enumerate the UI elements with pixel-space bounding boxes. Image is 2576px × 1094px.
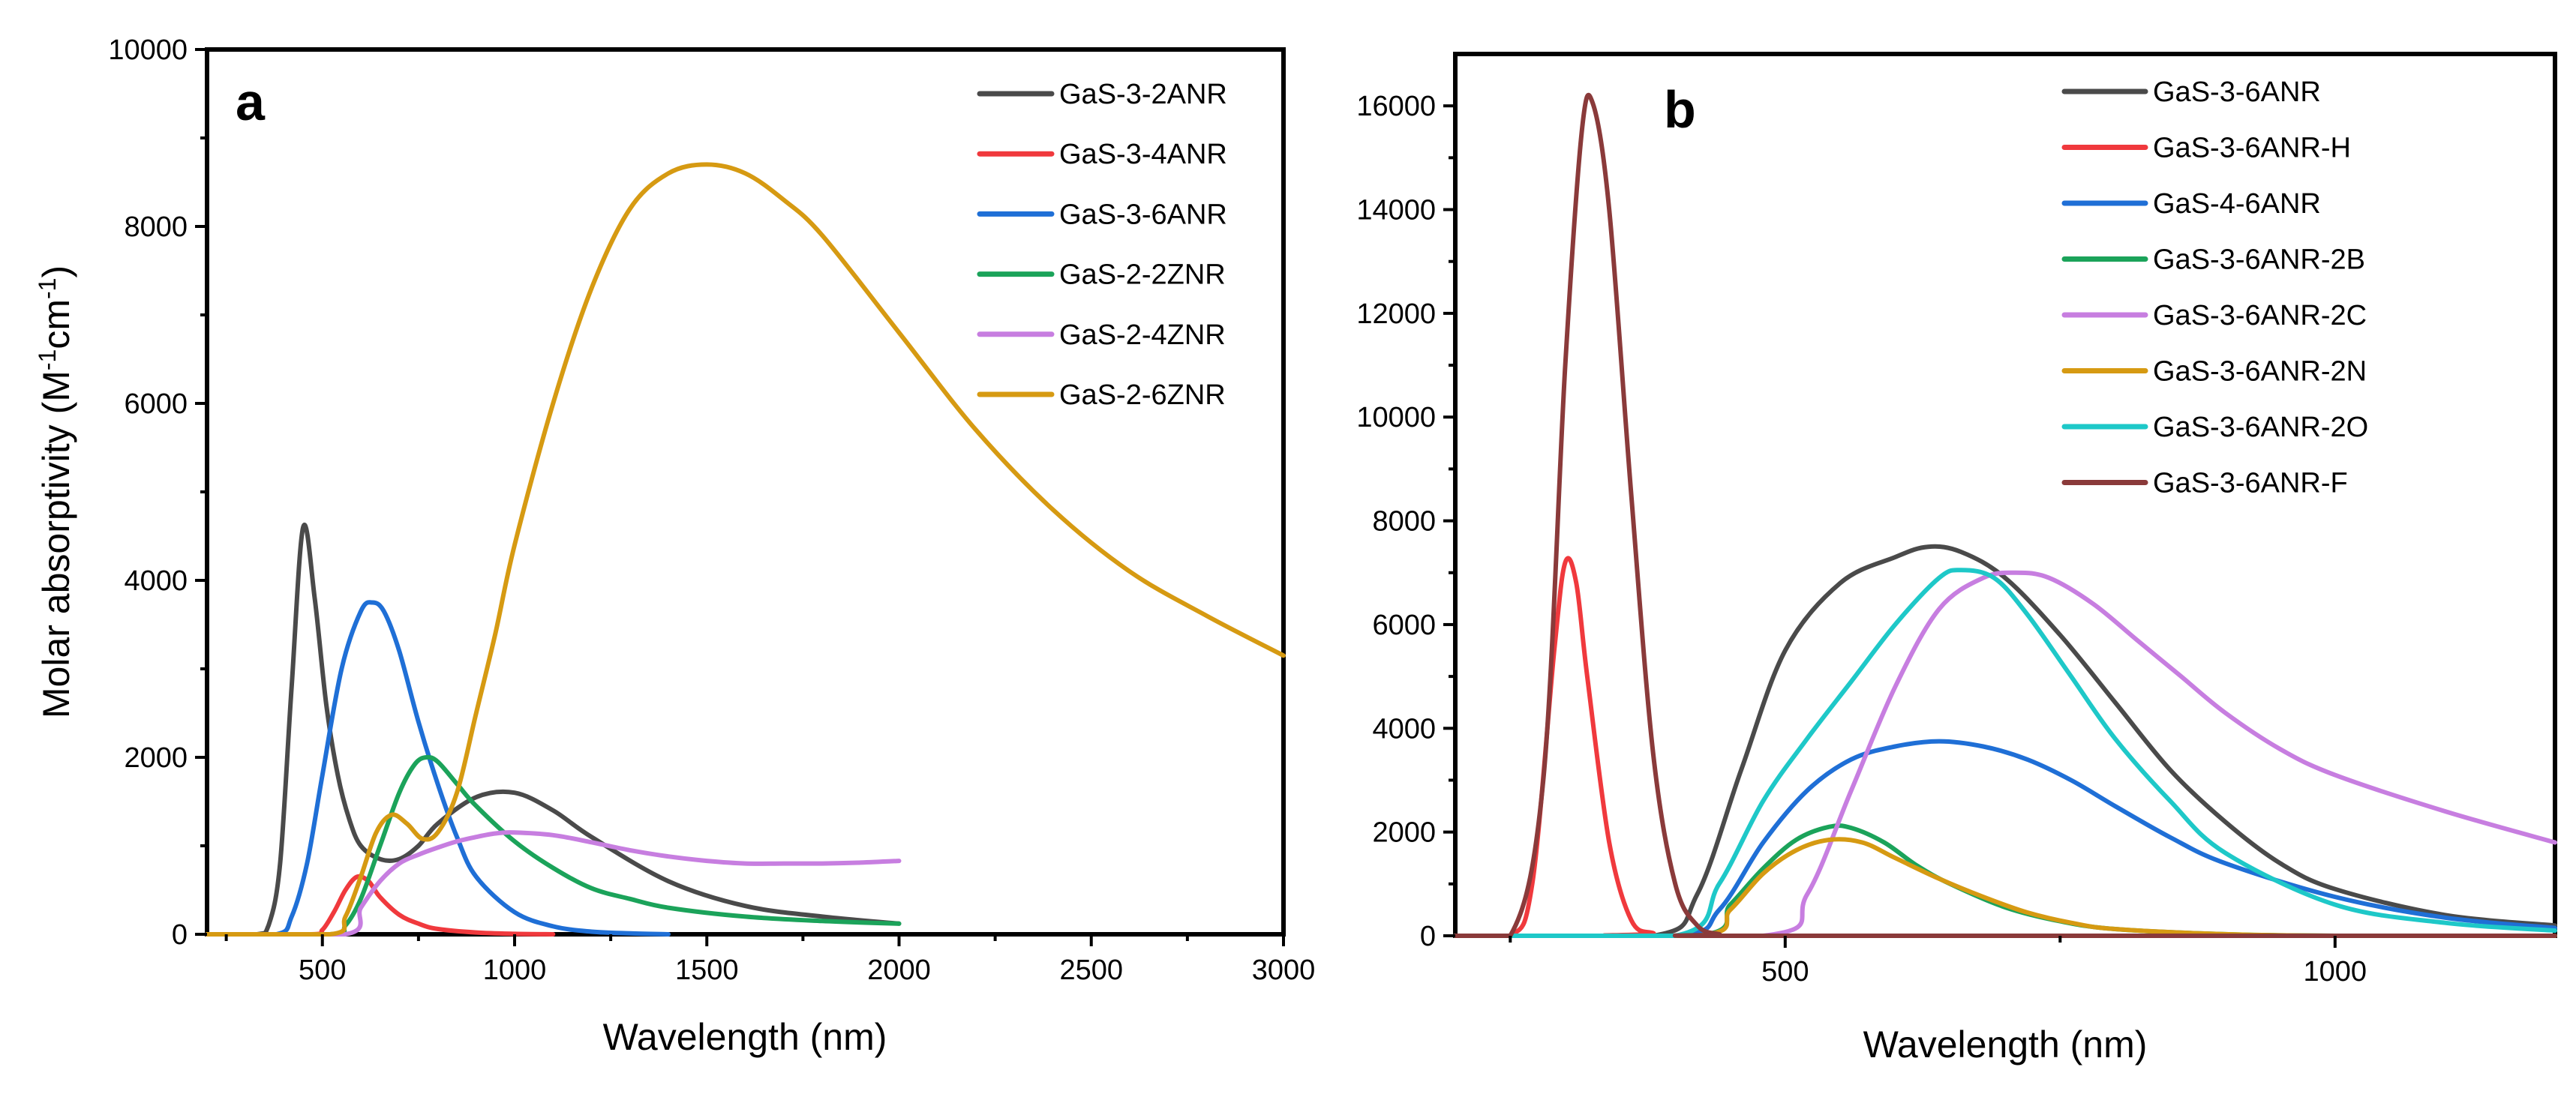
panel-b-series-gas-3-6anr-f [1453, 92, 2557, 939]
panel-a: 500 1000 1500 2000 2500 3000 0 2000 4000 6000 8000… [34, 34, 1315, 1058]
panel-a-y-tick-label: 6000 [124, 388, 188, 420]
panel-b-y-tick-label: 12000 [1356, 298, 1436, 330]
panel-b-y-tick-label: 2000 [1372, 817, 1436, 849]
legend-label: GaS-3-6ANR-2C [2153, 300, 2367, 331]
panel-b-series-gas-3-6anr-2b [1453, 823, 2557, 939]
panel-b-y-tick-label: 6000 [1372, 610, 1436, 641]
panel-a-y-tick-label: 4000 [124, 565, 188, 597]
legend-item: GaS-3-6ANR-2N [2061, 356, 2367, 388]
panel-b-y-tick-label: 10000 [1356, 402, 1436, 433]
panel-b-x-tick-label: 1000 [2304, 956, 2367, 988]
legend-label: GaS-3-6ANR-H [2153, 133, 2351, 164]
legend-label: GaS-3-6ANR [1059, 199, 1227, 230]
legend-item: GaS-3-6ANR-H [2061, 133, 2351, 164]
panel-a-series-group [205, 162, 1286, 937]
panel-a-x-tick-label: 1500 [675, 955, 739, 986]
panel-b-ticks-group: 500 1000020004000600080001000012000140001… [1356, 91, 2367, 988]
legend-item: GaS-3-6ANR-2B [2061, 244, 2365, 276]
panel-a-series-gas-3-6anr [205, 600, 671, 937]
panel-b-y-tick-label: 0 [1420, 921, 1436, 952]
legend-label: GaS-4-6ANR [2153, 188, 2321, 220]
legend-item: GaS-3-6ANR-2O [2061, 412, 2368, 443]
panel-b-series-group [1453, 92, 2557, 939]
panel-a-x-axis-title: Wavelength (nm) [603, 1016, 887, 1058]
panel-b-legend: GaS-3-6ANR GaS-3-6ANR-H GaS-4-6ANR GaS-3-6A… [2061, 76, 2368, 499]
panel-b-x-axis-title: Wavelength (nm) [1863, 1024, 2148, 1066]
panel-b-series-gas-4-6anr [1453, 739, 2557, 939]
legend-item: GaS-2-2ZNR [977, 259, 1226, 291]
panel-a-x-tick-label: 2000 [867, 955, 931, 986]
panel-a-y-tick-label: 0 [172, 919, 188, 951]
panel-b-series-gas-3-6anr-h [1453, 556, 2557, 939]
legend-label: GaS-3-2ANR [1059, 79, 1227, 110]
legend-label: GaS-2-4ZNR [1059, 319, 1226, 351]
panel-a-series-gas-3-2anr [205, 523, 902, 937]
panel-a-x-tick-label: 3000 [1252, 955, 1316, 986]
panel-a-series-gas-3-4anr [205, 874, 556, 937]
legend-item: GaS-3-6ANR [977, 199, 1227, 230]
panel-b-x-tick-label: 500 [1761, 956, 1809, 988]
panel-a-y-axis-title: Molar absorptivity (M-1cm-1) [34, 265, 77, 718]
panel-a-y-tick-label: 10000 [108, 34, 188, 66]
legend-label: GaS-3-4ANR [1059, 139, 1227, 170]
legend-item: GaS-2-4ZNR [977, 319, 1226, 351]
panel-b-y-tick-label: 14000 [1356, 195, 1436, 226]
legend-label: GaS-3-6ANR-2B [2153, 244, 2365, 276]
panel-a-x-tick-label: 2500 [1059, 955, 1123, 986]
y-axis-title-sup2: -1 [34, 278, 61, 299]
y-axis-title-base: Molar absorptivity (M [35, 370, 77, 718]
legend-label: GaS-3-6ANR-F [2153, 468, 2348, 499]
panel-a-x-tick-label: 500 [299, 955, 346, 986]
panel-a-ticks-group: 500 1000 1500 2000 2500 3000 0 2000 4000 6000 8000… [108, 34, 1315, 986]
legend-item: GaS-2-6ZNR [977, 379, 1226, 411]
panel-b-y-tick-label: 8000 [1372, 506, 1436, 538]
panel-b-y-tick-label: 16000 [1356, 91, 1436, 122]
legend-label: GaS-3-6ANR-2N [2153, 356, 2367, 388]
panel-a-label: a [236, 73, 266, 131]
panel-a-legend: GaS-3-2ANR GaS-3-4ANR GaS-3-6ANR GaS-2-2ZNR… [977, 79, 1227, 411]
panel-b-series-gas-3-6anr [1453, 544, 2557, 939]
legend-item: GaS-3-6ANR-2C [2061, 300, 2367, 331]
panel-a-y-tick-label: 2000 [124, 742, 188, 774]
legend-label: GaS-3-6ANR [2153, 76, 2321, 108]
panel-a-series-gas-2-4znr [205, 830, 902, 937]
legend-item: GaS-3-4ANR [977, 139, 1227, 170]
y-axis-title-sup1: -1 [34, 349, 61, 370]
y-axis-title-mid: cm [35, 299, 77, 349]
panel-b-plot-area [1453, 52, 2557, 938]
panel-a-x-tick-label: 1000 [483, 955, 547, 986]
panel-b-series-gas-3-6anr-2o [1453, 568, 2557, 939]
panel-b-label: b [1664, 80, 1696, 139]
panel-a-series-gas-2-6znr [205, 162, 1286, 937]
legend-item: GaS-3-2ANR [977, 79, 1227, 110]
legend-item: GaS-3-6ANR-F [2061, 468, 2348, 499]
panel-b-series-gas-3-6anr-2c [1453, 570, 2557, 939]
panel-b: 500 1000020004000600080001000012000140001… [1356, 52, 2557, 1066]
legend-item: GaS-3-6ANR [2061, 76, 2321, 108]
panel-b-y-tick-label: 4000 [1372, 713, 1436, 745]
legend-item: GaS-4-6ANR [2061, 188, 2321, 220]
legend-label: GaS-3-6ANR-2O [2153, 412, 2368, 443]
panel-a-y-tick-label: 8000 [124, 211, 188, 243]
y-axis-title-end: ) [35, 265, 77, 278]
legend-label: GaS-2-2ZNR [1059, 259, 1226, 291]
legend-label: GaS-2-6ZNR [1059, 379, 1226, 411]
panel-a-plot-area [205, 47, 1286, 937]
